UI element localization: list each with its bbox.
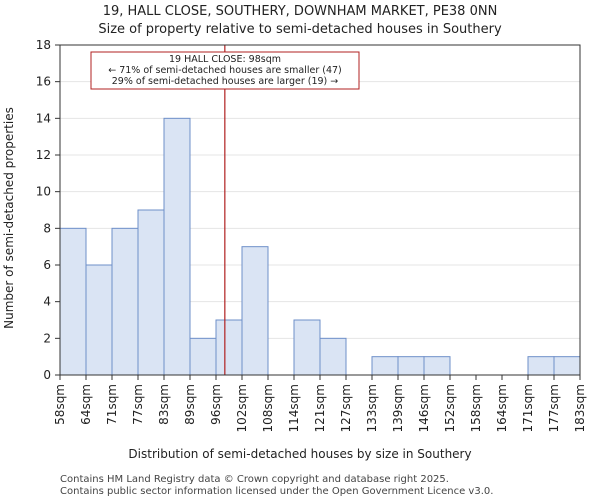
bar-139sqm	[397, 356, 425, 376]
bar-102sqm	[241, 246, 269, 376]
x-axis-label: Distribution of semi-detached houses by …	[128, 447, 471, 461]
x-tick-label-139sqm: 139sqm	[391, 384, 405, 432]
x-tick-label-114sqm: 114sqm	[287, 384, 301, 432]
chart-title-line-2: Size of property relative to semi-detach…	[98, 22, 502, 37]
x-tick-label-77sqm: 77sqm	[131, 384, 145, 425]
bar-121sqm	[319, 337, 347, 376]
x-tick-label-164sqm: 164sqm	[495, 384, 509, 432]
x-axis-ticks: 58sqm 64sqm 71sqm 77sqm 83sqm 89sqm 96sqm 102sq…	[53, 375, 587, 432]
x-tick-label-71sqm: 71sqm	[105, 384, 119, 425]
x-tick-label-96sqm: 96sqm	[209, 384, 223, 425]
x-tick-label-58sqm: 58sqm	[53, 384, 67, 425]
y-axis-ticks: 0 2 4 6 8 10 12 14 16 18	[36, 38, 60, 382]
x-tick-label-64sqm: 64sqm	[79, 384, 93, 425]
y-tick-label-8: 8	[43, 221, 51, 235]
annotation-line-2: ← 71% of semi-detached houses are smalle…	[108, 65, 342, 76]
bars	[59, 117, 581, 376]
bar-89sqm	[189, 337, 217, 376]
x-tick-label-127sqm: 127sqm	[339, 384, 353, 432]
x-tick-label-158sqm: 158sqm	[469, 384, 483, 432]
bar-96sqm	[215, 319, 243, 376]
x-tick-label-121sqm: 121sqm	[313, 384, 327, 432]
y-tick-label-4: 4	[43, 295, 51, 309]
y-tick-label-2: 2	[43, 331, 51, 345]
bar-133sqm	[371, 356, 399, 376]
x-tick-label-89sqm: 89sqm	[183, 384, 197, 425]
bar-64sqm	[85, 264, 113, 376]
bar-83sqm	[163, 117, 191, 376]
y-tick-label-14: 14	[36, 111, 51, 125]
bar-171sqm	[527, 356, 555, 376]
x-tick-label-108sqm: 108sqm	[261, 384, 275, 432]
y-tick-label-0: 0	[43, 368, 51, 382]
chart-title-line-1: 19, HALL CLOSE, SOUTHERY, DOWNHAM MARKET…	[103, 4, 498, 19]
annotation-border	[90, 51, 360, 90]
bar-58sqm	[59, 227, 87, 376]
bar-177sqm	[553, 356, 581, 376]
annotation-line-3: 29% of semi-detached houses are larger (…	[112, 76, 339, 87]
y-tick-label-10: 10	[36, 185, 51, 199]
bar-114sqm	[293, 319, 321, 376]
y-tick-label-6: 6	[43, 258, 51, 272]
x-tick-label-171sqm: 171sqm	[521, 384, 535, 432]
footer-line-2: Contains public sector information licen…	[60, 486, 493, 497]
y-axis-label: Number of semi-detached properties	[2, 107, 16, 329]
x-tick-label-177sqm: 177sqm	[547, 384, 561, 432]
bar-146sqm	[423, 356, 451, 376]
y-tick-label-12: 12	[36, 148, 51, 162]
footer-line-1: Contains HM Land Registry data © Crown c…	[60, 474, 449, 485]
annotation-line-1: 19 HALL CLOSE: 98sqm	[169, 54, 281, 65]
x-tick-label-146sqm: 146sqm	[417, 384, 431, 432]
y-tick-label-18: 18	[36, 38, 51, 52]
bar-77sqm	[137, 209, 165, 376]
bar-71sqm	[111, 227, 139, 376]
x-tick-label-133sqm: 133sqm	[365, 384, 379, 432]
x-tick-label-83sqm: 83sqm	[157, 384, 171, 425]
x-tick-label-102sqm: 102sqm	[235, 384, 249, 432]
y-tick-label-16: 16	[36, 75, 51, 89]
annotation-box: 19 HALL CLOSE: 98sqm ← 71% of semi-detac…	[90, 51, 360, 90]
x-tick-label-152sqm: 152sqm	[443, 384, 457, 432]
x-tick-label-183sqm: 183sqm	[573, 384, 587, 432]
